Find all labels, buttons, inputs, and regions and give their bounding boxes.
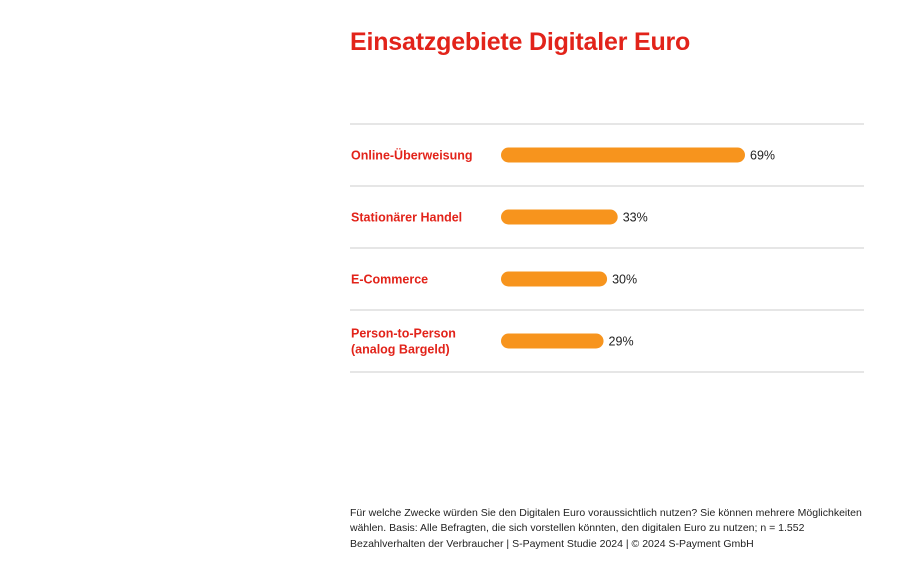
category-label: Person-to-Person (analog Bargeld) [351, 327, 456, 357]
bar [501, 147, 745, 163]
value-label: 69% [750, 149, 775, 163]
bar [501, 209, 618, 225]
category-label: Online-Überweisung [351, 148, 473, 163]
value-label: 33% [623, 211, 648, 225]
bar-chart: Online-Überweisung 69% Stationärer Handel 3… [350, 123, 864, 373]
chart-title: Einsatzgebiete Digitaler Euro [350, 28, 691, 56]
bar [501, 333, 604, 349]
value-label: 30% [612, 273, 637, 287]
value-label: 29% [609, 335, 634, 349]
chart-footer: Bezahlverhalten der Verbraucher | S-Paym… [350, 538, 754, 550]
category-label: Stationärer Handel [351, 211, 462, 225]
bar [501, 271, 608, 287]
category-label: E-Commerce [351, 273, 428, 287]
chart-footnote: Für welche Zwecke würden Sie den Digital… [350, 507, 862, 534]
